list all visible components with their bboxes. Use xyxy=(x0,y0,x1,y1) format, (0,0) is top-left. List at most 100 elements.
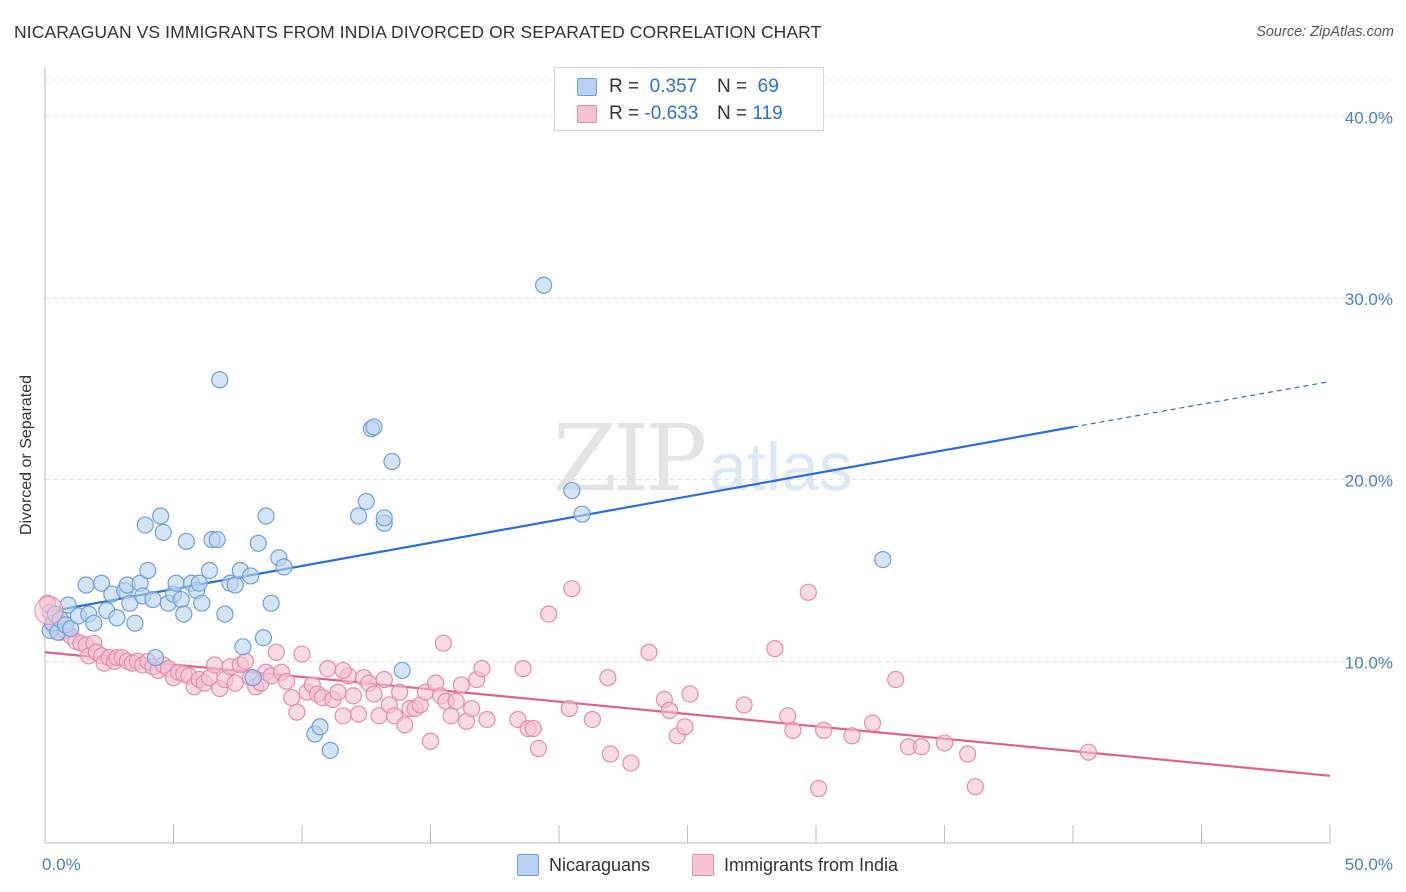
y-axis-label: Divorced or Separated xyxy=(18,374,35,536)
legend-n-label: N = xyxy=(717,103,748,124)
legend-r-stat: R = -0.633 xyxy=(609,103,709,125)
point-nicaraguans xyxy=(242,567,260,585)
point-india xyxy=(375,670,393,689)
point-india xyxy=(563,580,581,598)
point-nicaraguans xyxy=(77,576,95,594)
point-nicaraguans xyxy=(126,614,144,632)
point-india xyxy=(863,714,882,732)
legend-swatch-blue xyxy=(577,78,597,96)
point-nicaraguans xyxy=(208,531,226,549)
point-india xyxy=(583,710,602,729)
y-tick-label: 40.0% xyxy=(1345,108,1393,127)
legend-n-stat: N = 69 xyxy=(717,76,779,98)
point-nicaraguans xyxy=(92,574,111,592)
point-india xyxy=(452,676,470,694)
point-nicaraguans xyxy=(121,594,139,612)
point-nicaraguans xyxy=(144,590,162,609)
point-india xyxy=(843,727,861,745)
point-india xyxy=(560,699,578,718)
point-nicaraguans xyxy=(193,594,211,612)
point-nicaraguans xyxy=(152,507,170,525)
legend-label-india: Immigrants from India xyxy=(724,854,899,875)
point-india xyxy=(524,719,542,738)
point-nicaraguans xyxy=(244,669,262,687)
watermark-atlas: atlas xyxy=(709,429,853,505)
point-nicaraguans xyxy=(136,516,154,534)
point-india xyxy=(912,738,930,756)
point-india xyxy=(473,659,491,678)
point-nicaraguans xyxy=(393,661,411,680)
legend-row-india: R = -0.633 N = 119 xyxy=(577,100,783,128)
point-india xyxy=(391,683,409,701)
series-legend: Nicaraguans Immigrants from India xyxy=(0,851,1406,879)
point-nicaraguans xyxy=(349,507,368,525)
point-nicaraguans xyxy=(226,576,244,594)
point-nicaraguans xyxy=(177,532,195,551)
point-india xyxy=(365,685,383,703)
x-tick-label: 0.0% xyxy=(42,855,81,874)
legend-r-stat: R = 0.357 xyxy=(609,76,709,98)
point-nicaraguans xyxy=(275,558,293,576)
point-india xyxy=(660,701,679,719)
point-nicaraguans xyxy=(365,418,383,436)
point-india xyxy=(540,605,558,623)
point-nicaraguans xyxy=(563,481,581,500)
point-india xyxy=(478,710,496,729)
point-nicaraguans xyxy=(311,718,329,736)
point-nicaraguans xyxy=(167,574,185,592)
point-nicaraguans xyxy=(200,561,219,580)
legend-row-nicaraguans: R = 0.357 N = 69 xyxy=(577,73,779,101)
legend-swatch-blue xyxy=(517,854,539,876)
trend-line-nicaraguans xyxy=(44,425,1074,614)
point-nicaraguans xyxy=(573,505,591,523)
point-india xyxy=(887,670,905,689)
point-nicaraguans xyxy=(874,550,892,569)
point-india xyxy=(599,669,617,687)
legend-r-value: -0.633 xyxy=(644,103,699,124)
point-india xyxy=(34,595,64,625)
point-india xyxy=(676,718,694,736)
point-india xyxy=(514,659,532,678)
axes xyxy=(44,68,1331,844)
legend-n-stat: N = 119 xyxy=(717,103,783,125)
point-india xyxy=(1079,743,1098,761)
point-india xyxy=(396,716,414,734)
point-india xyxy=(344,687,362,705)
point-india xyxy=(784,721,802,739)
point-nicaraguans xyxy=(172,590,190,609)
point-india xyxy=(959,745,977,763)
x-tick-label: 50.0% xyxy=(1345,855,1393,874)
y-tick-label: 20.0% xyxy=(1345,472,1393,491)
point-india xyxy=(601,745,620,763)
point-india xyxy=(529,739,548,758)
point-nicaraguans xyxy=(62,620,80,638)
y-tick-label: 30.0% xyxy=(1345,290,1393,309)
point-india xyxy=(799,583,817,601)
point-nicaraguans xyxy=(175,605,193,623)
point-india xyxy=(681,685,699,703)
point-india xyxy=(935,734,954,752)
y-tick-label: 10.0% xyxy=(1345,653,1393,672)
point-india xyxy=(809,779,828,798)
data-points xyxy=(34,276,1098,798)
point-india xyxy=(735,696,753,714)
point-india xyxy=(267,643,285,661)
point-india xyxy=(293,645,311,663)
point-india xyxy=(447,692,465,710)
legend-swatch-pink xyxy=(692,854,714,876)
point-india xyxy=(334,707,352,725)
point-india xyxy=(226,674,244,692)
point-india xyxy=(334,661,352,680)
legend-r-value: 0.357 xyxy=(649,76,698,97)
point-india xyxy=(277,672,296,690)
point-india xyxy=(421,732,440,750)
legend-r-label: R = xyxy=(609,103,640,124)
point-nicaraguans xyxy=(216,605,234,623)
point-nicaraguans xyxy=(357,492,375,511)
point-nicaraguans xyxy=(85,614,103,632)
legend-item-nicaraguans: Nicaraguans xyxy=(517,851,650,879)
point-india xyxy=(966,778,984,796)
point-nicaraguans xyxy=(154,523,172,541)
point-nicaraguans xyxy=(254,629,273,647)
point-nicaraguans xyxy=(321,741,339,759)
